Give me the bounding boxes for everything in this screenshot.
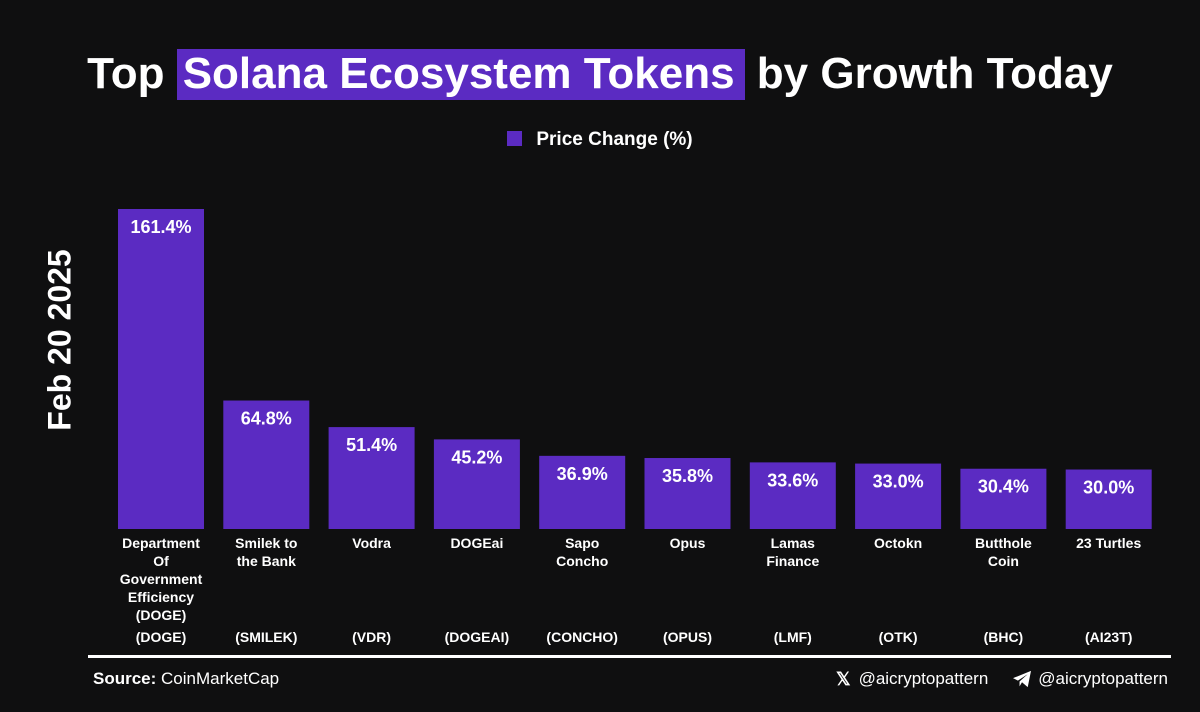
title-highlight: Solana Ecosystem Tokens: [176, 49, 745, 100]
bar-value-label: 30.4%: [978, 477, 1029, 497]
bar-value-label: 36.9%: [557, 464, 608, 484]
bar-value-label: 161.4%: [130, 217, 191, 237]
ticker-label: (LMF): [774, 629, 812, 645]
category-label: DOGEai: [450, 535, 503, 551]
legend-label: Price Change (%): [536, 129, 693, 150]
bar-4: [433, 439, 520, 529]
bar-2: [223, 400, 310, 529]
ticker-label: (OTK): [879, 629, 918, 645]
category-label: Opus: [670, 535, 706, 551]
category-label: Sapo Concho: [556, 535, 608, 569]
legend-swatch: [507, 131, 523, 146]
category-label: Department Of Government Efficiency (DOGE): [120, 535, 203, 623]
bar-3: [328, 427, 415, 529]
source-label: Source:: [93, 669, 157, 688]
bar-value-label: 33.6%: [767, 470, 818, 490]
ticker-label: (CONCHO): [546, 629, 618, 645]
telegram-icon: [1013, 670, 1032, 688]
telegram-handle[interactable]: @aicryptopattern: [1038, 669, 1168, 688]
social-handles: 𝕏 @aicryptopattern @aicryptopattern: [836, 668, 1168, 690]
source-value: CoinMarketCap: [161, 669, 280, 688]
category-label: Smilek to the Bank: [235, 535, 297, 569]
footer-divider: [88, 655, 1171, 658]
bar-6: [644, 458, 731, 529]
chart-title: Top Solana Ecosystem Tokens by Growth To…: [0, 44, 1200, 104]
ticker-label: (DOGE): [136, 629, 187, 645]
bar-10: [1065, 469, 1152, 529]
category-label: Butthole Coin: [975, 535, 1032, 569]
bar-9: [960, 468, 1047, 529]
bar-value-label: 33.0%: [873, 472, 924, 492]
bar-value-label: 45.2%: [451, 447, 502, 467]
chart-legend: Price Change (%): [0, 127, 1200, 153]
title-prefix: Top: [87, 49, 165, 98]
source-credit: Source: CoinMarketCap: [93, 668, 279, 690]
category-label: Lamas Finance: [766, 535, 819, 569]
bar-value-label: 51.4%: [346, 435, 397, 455]
title-suffix: by Growth Today: [756, 49, 1113, 98]
bar-5: [539, 455, 626, 529]
ticker-label: (VDR): [352, 629, 391, 645]
category-label: 23 Turtles: [1076, 535, 1141, 551]
ticker-label: (BHC): [984, 629, 1024, 645]
ticker-label: (AI23T): [1085, 629, 1132, 645]
bar-value-label: 64.8%: [241, 409, 292, 429]
category-label: Vodra: [352, 535, 391, 551]
x-handle[interactable]: @aicryptopattern: [858, 669, 989, 688]
ticker-label: (OPUS): [663, 629, 712, 645]
category-label: Octokn: [874, 535, 922, 551]
bar-8: [855, 463, 942, 529]
x-logo-icon: 𝕏: [836, 669, 851, 689]
bar-7: [749, 462, 836, 529]
bar-value-label: 35.8%: [662, 466, 713, 486]
ticker-label: (DOGEAI): [445, 629, 510, 645]
ticker-label: (SMILEK): [235, 629, 297, 645]
bar-value-label: 30.0%: [1083, 478, 1134, 498]
bar-1: [118, 209, 204, 529]
